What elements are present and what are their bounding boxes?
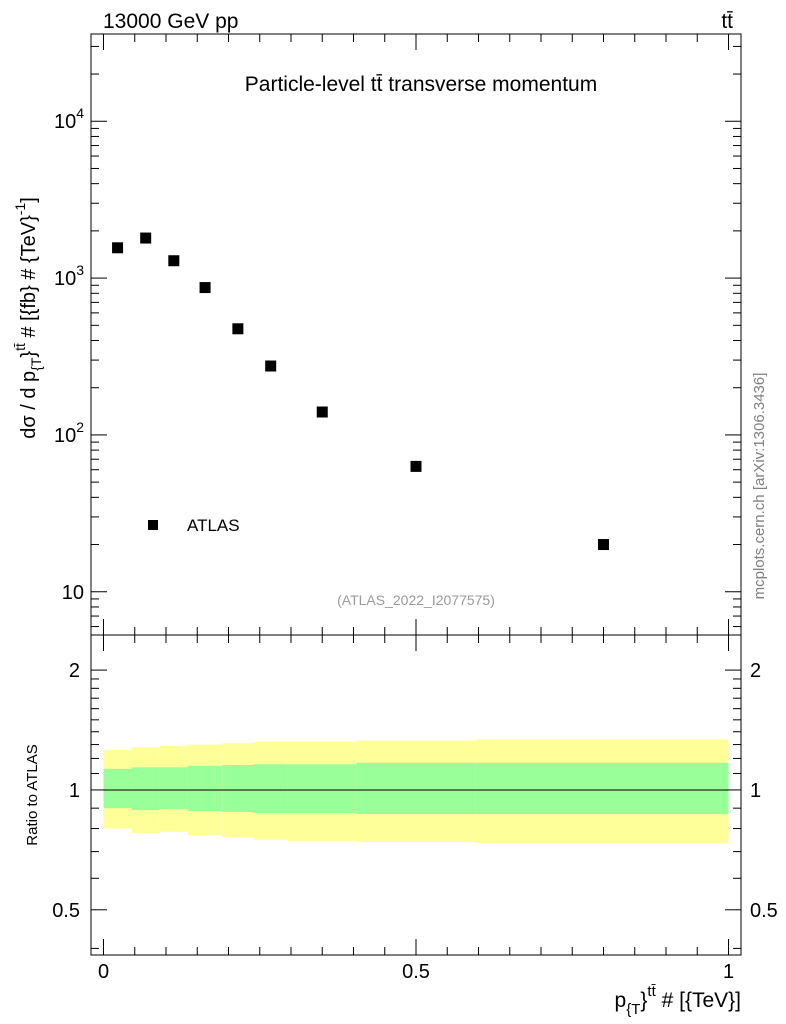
y-tick-label-base: 10 — [62, 582, 84, 604]
x-axis-title-sub: {T — [626, 1001, 640, 1018]
ratio-panel: 0.5 0.51 12 2 0 0.5 1 Ratio to ATLAS p{T}tt̄ … — [24, 634, 778, 1018]
main-x-ticks — [103, 34, 729, 635]
x-tick-label: 0 — [98, 961, 109, 983]
header-left-label: 13000 GeV pp — [103, 10, 238, 33]
legend-label: ATLAS — [187, 516, 240, 535]
ratio-y-tick-label-right: 1 — [750, 780, 761, 802]
ratio-frame — [90, 634, 742, 956]
ratio-y-tick-label: 1 — [69, 780, 80, 802]
y-tick-label: 103 — [54, 262, 84, 290]
y-tick-label: 10 — [62, 582, 84, 604]
y-tick-label-base: 10 — [54, 425, 76, 447]
inner-band-segment — [475, 762, 729, 815]
data-point — [598, 539, 609, 551]
main-frame — [90, 33, 742, 636]
data-points — [112, 232, 609, 551]
x-axis-title: p{T}tt̄ # [{TeV}] — [615, 983, 741, 1018]
y-axis-title-sub: {T — [28, 357, 44, 371]
y-axis-title-end: ] — [18, 197, 40, 203]
ratio-y-tick-label: 2 — [69, 660, 80, 682]
y-tick-label-exponent: 3 — [76, 262, 84, 278]
x-axis-title-main: p — [615, 989, 627, 1012]
ratio-y-tick-label-right: 0.5 — [750, 900, 778, 922]
y-axis-title-tail-sup: -1 — [12, 203, 28, 216]
x-tick-label: 1 — [723, 961, 734, 983]
side-label: mcplots.cern.ch [arXiv:1306.3436] — [751, 373, 768, 600]
data-point — [199, 282, 211, 294]
uncertainty-bands — [103, 739, 729, 844]
chart-title: Particle-level tt̄ transverse momentum — [245, 73, 597, 96]
data-point — [232, 323, 244, 335]
ratio-x-ticks: 0 0.5 1 — [98, 635, 734, 983]
x-tick-label: 0.5 — [402, 961, 430, 983]
y-axis-title-tail: # [{fb} # {TeV} — [18, 215, 40, 343]
y-axis-title-after-sub: } — [18, 351, 40, 358]
inner-band-segment — [253, 764, 288, 814]
x-axis-title-after-sub: } — [640, 989, 647, 1012]
watermark-label: (ATLAS_2022_I2077575) — [337, 592, 495, 608]
y-axis-title-main: dσ / d p — [18, 371, 40, 439]
data-point — [140, 232, 152, 244]
y-tick-label: 104 — [54, 105, 84, 133]
y-tick-label-base: 10 — [54, 268, 76, 290]
x-axis-title-tail: # [{TeV}] — [656, 989, 741, 1012]
inner-band-segment — [222, 765, 254, 813]
data-point — [112, 242, 124, 254]
inner-band-segment — [187, 765, 223, 812]
y-tick-label-exponent: 2 — [76, 419, 84, 435]
y-axis-title-sup: tt̄ — [12, 343, 28, 351]
data-point — [410, 460, 422, 472]
y-tick-label: 102 — [54, 419, 84, 447]
ratio-y-axis-title: Ratio to ATLAS — [24, 744, 41, 845]
y-axis-title: dσ / d p{T}tt̄ # [{fb} # {TeV}-1] — [12, 197, 44, 439]
legend: ATLAS — [148, 516, 240, 535]
ratio-y-tick-label-right: 2 — [750, 660, 761, 682]
y-tick-label-exponent: 4 — [76, 105, 84, 121]
data-point — [168, 255, 180, 267]
inner-band-segment — [356, 762, 476, 815]
x-axis-title-sup: tt̄ — [647, 983, 656, 1000]
inner-band-segment — [131, 767, 160, 811]
inner-band-segment — [103, 768, 132, 809]
inner-band-segment — [287, 764, 357, 814]
y-tick-label-base: 10 — [54, 111, 76, 133]
ratio-y-tick-label: 0.5 — [52, 900, 80, 922]
header-right-label: tt̄ — [721, 10, 733, 33]
data-point — [316, 406, 328, 418]
ratio-y-ticks: 0.5 0.5 1 1 2 2 — [52, 660, 778, 949]
legend-marker-square — [148, 520, 158, 530]
inner-band-segment — [159, 767, 188, 810]
data-point — [265, 360, 277, 372]
